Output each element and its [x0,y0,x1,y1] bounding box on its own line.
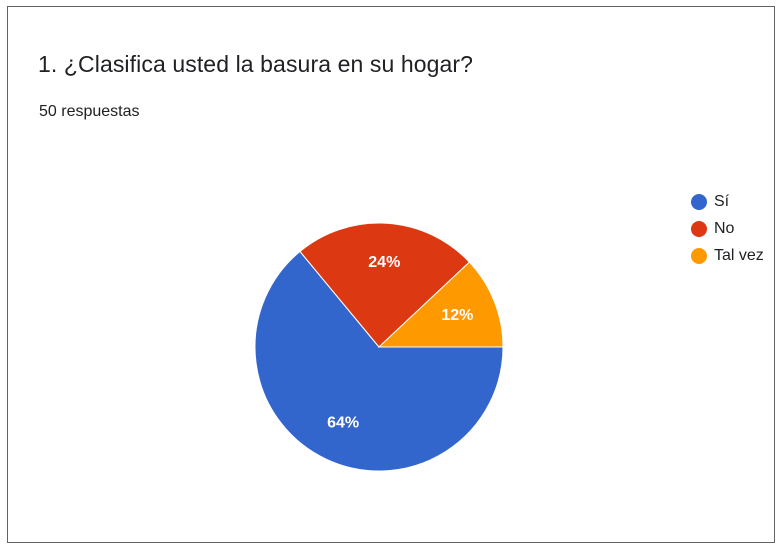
response-count: 50 respuestas [39,103,140,120]
legend-swatch-icon [691,193,707,210]
legend-label: Tal vez [714,246,764,264]
slice-label-si: 64% [327,415,359,432]
slice-label-tal-vez: 12% [441,307,473,324]
question-title: 1. ¿Clasifica usted la basura en su hoga… [38,51,474,77]
chart-legend: Sí No Tal vez [691,188,764,269]
legend-item-no[interactable]: No [691,215,764,242]
legend-item-si[interactable]: Sí [691,188,764,215]
legend-item-tal-vez[interactable]: Tal vez [691,242,764,269]
legend-swatch-icon [691,247,707,264]
pie-slice-tal-vez[interactable] [377,261,504,348]
pie-slice-no[interactable] [299,222,471,348]
slice-label-no: 24% [368,254,400,271]
question-card: 1. ¿Clasifica usted la basura en su hoga… [7,6,775,543]
legend-label: No [714,219,735,237]
pie-chart: 64% 24% 12% [254,222,504,472]
pie-slice-si[interactable] [254,250,504,472]
legend-swatch-icon [691,220,707,237]
legend-label: Sí [714,192,730,210]
